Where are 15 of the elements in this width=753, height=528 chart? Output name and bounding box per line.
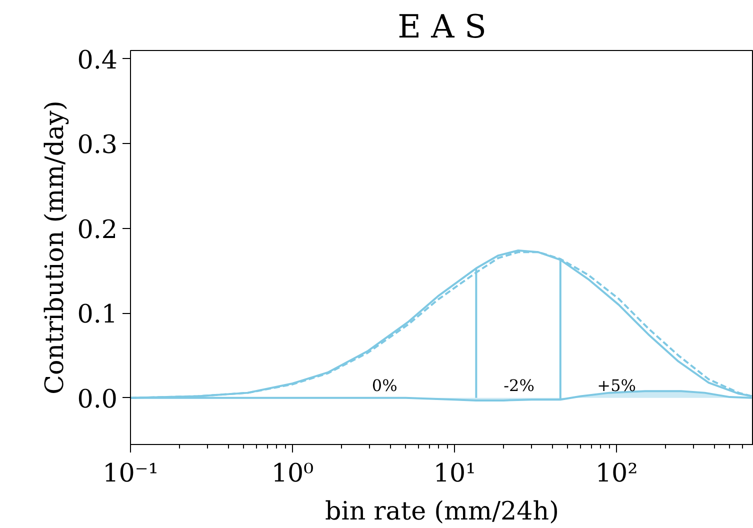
x-tick-label: 10¹: [433, 458, 476, 488]
y-tick-label: 0.1: [77, 298, 118, 329]
y-tick-label: 0.2: [77, 214, 118, 244]
x-tick-label: 10⁰: [271, 458, 314, 488]
x-axis-title: bin rate (mm/24h): [325, 496, 559, 526]
y-tick-label: 0.0: [77, 383, 118, 414]
annotation: -2%: [504, 376, 534, 395]
x-tick-label: 10²: [595, 458, 638, 488]
annotation: +5%: [597, 376, 636, 395]
chart-title: E A S: [398, 8, 486, 46]
annotation: 0%: [372, 376, 398, 395]
y-tick-label: 0.4: [77, 44, 118, 74]
x-tick-label: 10⁻¹: [102, 458, 158, 488]
y-tick-label: 0.3: [77, 129, 118, 160]
y-axis-title: Contribution (mm/day): [39, 100, 70, 394]
